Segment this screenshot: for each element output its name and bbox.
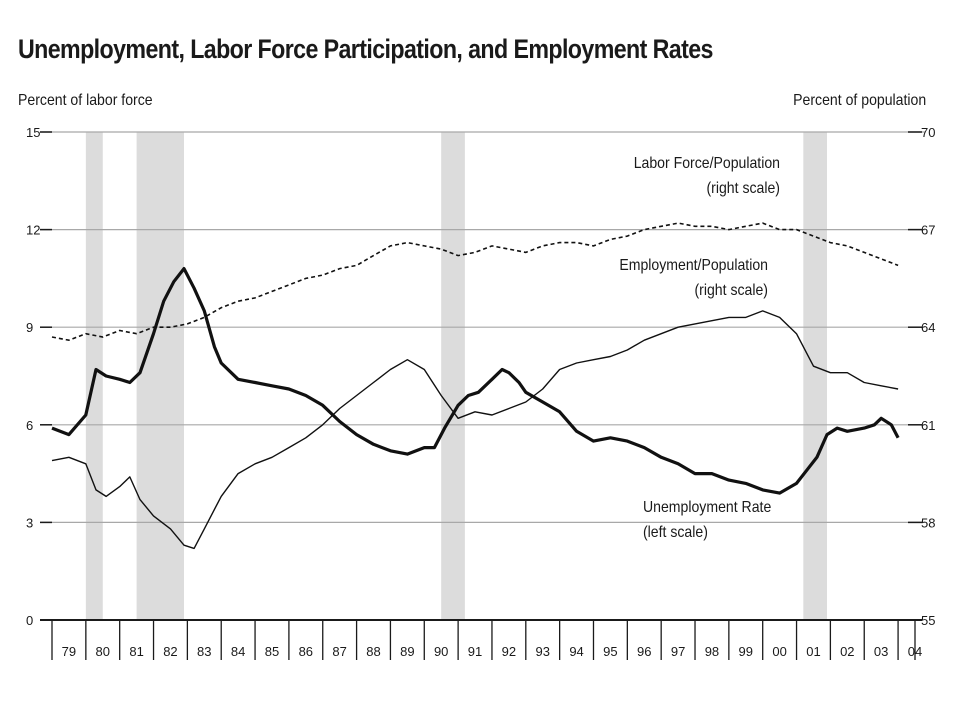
x-tick-label-86: 86	[299, 644, 313, 659]
x-tick-label-85: 85	[265, 644, 279, 659]
recession-band-3	[441, 132, 465, 620]
x-tick-label-96: 96	[637, 644, 651, 659]
series-employment-population	[51, 310, 899, 550]
annotation-1-line-2: (right scale)	[706, 179, 780, 197]
x-tick-label-93: 93	[535, 644, 549, 659]
series-unemployment-rate	[51, 267, 900, 495]
x-tick-label-80: 80	[96, 644, 110, 659]
x-tick-label-89: 89	[400, 644, 414, 659]
annotation-2-line-2: (right scale)	[694, 281, 768, 299]
chart-title: Unemployment, Labor Force Participation,…	[18, 34, 713, 64]
x-tick-label-03: 03	[874, 644, 888, 659]
x-tick-label-95: 95	[603, 644, 617, 659]
x-tick-label-83: 83	[197, 644, 211, 659]
x-tick-label-97: 97	[671, 644, 685, 659]
left-tick-label: 12	[26, 223, 40, 238]
right-tick-label: 67	[921, 223, 935, 238]
x-tick-label-84: 84	[231, 644, 245, 659]
x-tick-label-87: 87	[332, 644, 346, 659]
recession-band-4	[803, 132, 828, 620]
annotation-1-line-1: Labor Force/Population	[634, 154, 780, 172]
x-tick-label-90: 90	[434, 644, 448, 659]
x-tick-label-88: 88	[366, 644, 380, 659]
x-tick-label-79: 79	[62, 644, 76, 659]
x-tick-label-94: 94	[569, 644, 583, 659]
left-tick-label: 9	[26, 320, 33, 335]
series-labor-force-population	[51, 222, 899, 342]
x-tick-label-98: 98	[705, 644, 719, 659]
x-tick-label-99: 99	[739, 644, 753, 659]
left-tick-label: 6	[26, 418, 33, 433]
right-tick-label: 55	[921, 613, 935, 628]
x-tick-label-02: 02	[840, 644, 854, 659]
x-tick-label-01: 01	[806, 644, 820, 659]
recession-band-2	[136, 132, 184, 620]
annotation-3-line-1: Unemployment Rate	[643, 498, 771, 516]
x-tick-label-91: 91	[468, 644, 482, 659]
left-tick-label: 3	[26, 515, 33, 530]
annotation-2-line-1: Employment/Population	[619, 256, 768, 274]
annotation-3-line-2: (left scale)	[643, 523, 708, 541]
x-tick-label-00: 00	[772, 644, 786, 659]
x-tick-label-82: 82	[163, 644, 177, 659]
right-tick-label: 70	[921, 125, 935, 140]
right-tick-label: 58	[921, 515, 935, 530]
left-tick-label: 0	[26, 613, 33, 628]
right-tick-label: 61	[921, 418, 935, 433]
left-tick-label: 15	[26, 125, 40, 140]
right-axis-label: Percent of population	[792, 92, 926, 109]
x-tick-label-81: 81	[129, 644, 143, 659]
left-axis-label: Percent of labor force	[18, 92, 153, 109]
x-tick-label-92: 92	[502, 644, 516, 659]
right-tick-label: 64	[921, 320, 935, 335]
